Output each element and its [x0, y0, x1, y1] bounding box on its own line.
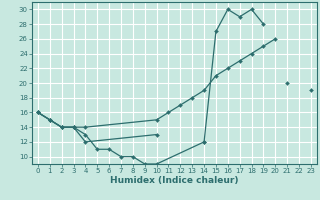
X-axis label: Humidex (Indice chaleur): Humidex (Indice chaleur)	[110, 176, 239, 185]
